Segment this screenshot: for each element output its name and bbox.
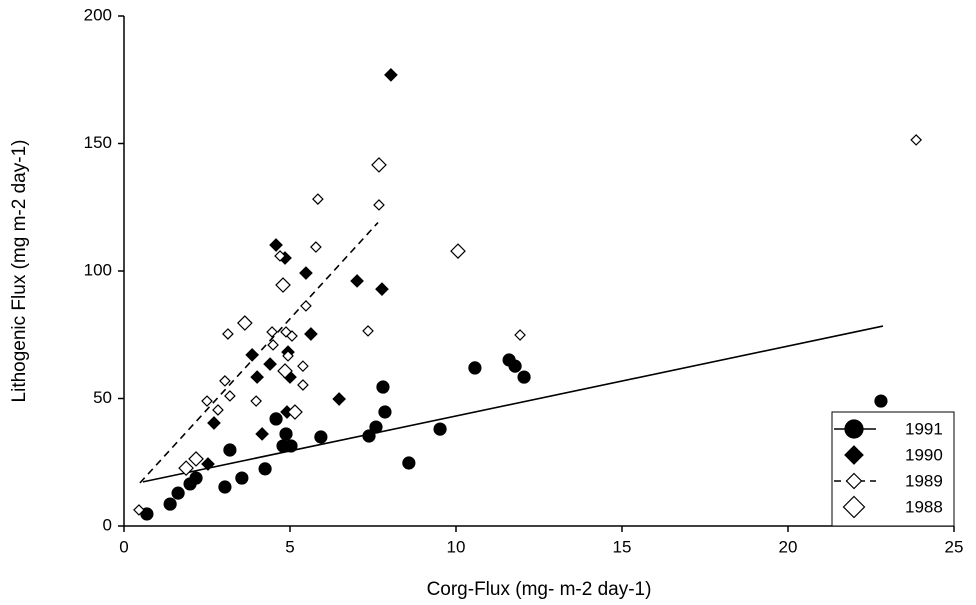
point bbox=[188, 451, 204, 467]
y-tick-label: 0 bbox=[103, 515, 112, 534]
point bbox=[304, 327, 318, 341]
x-axis-label: Corg-Flux (mg- m-2 day-1) bbox=[427, 579, 652, 600]
point bbox=[299, 266, 313, 280]
point bbox=[310, 241, 322, 253]
point bbox=[235, 471, 249, 485]
point bbox=[250, 395, 262, 407]
fit-line bbox=[139, 222, 379, 484]
point bbox=[284, 439, 298, 453]
point bbox=[332, 392, 346, 406]
point bbox=[223, 443, 237, 457]
legend-label: 1988 bbox=[905, 497, 943, 516]
point bbox=[222, 328, 234, 340]
x-tick-label: 5 bbox=[285, 537, 294, 556]
point bbox=[178, 460, 194, 476]
point bbox=[286, 330, 298, 342]
point bbox=[300, 300, 312, 312]
point bbox=[362, 325, 374, 337]
point bbox=[266, 326, 278, 338]
x-tick-label: 0 bbox=[119, 537, 128, 556]
point bbox=[350, 274, 364, 288]
point bbox=[369, 420, 383, 434]
point bbox=[218, 480, 232, 494]
point bbox=[282, 350, 294, 362]
point bbox=[224, 390, 236, 402]
point bbox=[287, 404, 303, 420]
point bbox=[297, 379, 309, 391]
point bbox=[275, 277, 291, 293]
point bbox=[274, 250, 286, 262]
point bbox=[375, 282, 389, 296]
point bbox=[378, 405, 392, 419]
point bbox=[267, 339, 279, 351]
point bbox=[263, 357, 277, 371]
point bbox=[212, 404, 224, 416]
point bbox=[508, 359, 522, 373]
point bbox=[402, 456, 416, 470]
point bbox=[171, 486, 185, 500]
point bbox=[250, 370, 264, 384]
legend-marker bbox=[845, 472, 863, 490]
point bbox=[219, 375, 231, 387]
point bbox=[517, 370, 531, 384]
x-tick-label: 10 bbox=[447, 537, 466, 556]
point bbox=[201, 395, 213, 407]
point bbox=[279, 427, 293, 441]
fit-line bbox=[142, 325, 884, 483]
point bbox=[373, 199, 385, 211]
point bbox=[514, 329, 526, 341]
point bbox=[258, 462, 272, 476]
legend-marker bbox=[844, 445, 864, 465]
point bbox=[163, 497, 177, 511]
point bbox=[910, 134, 923, 146]
point bbox=[874, 394, 888, 408]
point bbox=[314, 430, 328, 444]
point bbox=[433, 422, 447, 436]
legend: 1991 1990 1989 1988 bbox=[831, 411, 955, 527]
legend-label: 1991 bbox=[905, 419, 943, 438]
x-tick-label: 25 bbox=[945, 537, 964, 556]
point bbox=[269, 412, 283, 426]
x-tick-label: 15 bbox=[613, 537, 632, 556]
point bbox=[376, 380, 390, 394]
point bbox=[371, 157, 387, 173]
legend-label: 1990 bbox=[905, 445, 943, 464]
point bbox=[133, 504, 145, 516]
point bbox=[468, 361, 482, 375]
y-tick-label: 50 bbox=[93, 388, 112, 407]
legend-marker bbox=[842, 495, 866, 519]
point bbox=[277, 363, 293, 379]
legend-marker bbox=[844, 419, 864, 439]
x-tick-label: 20 bbox=[779, 537, 798, 556]
point bbox=[245, 348, 260, 362]
y-tick-label: 100 bbox=[84, 260, 112, 279]
point bbox=[297, 360, 309, 372]
point bbox=[189, 471, 203, 485]
y-axis-label: Lithogenic Flux (mg m-2 day-1) bbox=[9, 140, 30, 403]
point bbox=[312, 193, 324, 205]
y-tick-label: 200 bbox=[84, 5, 112, 24]
point bbox=[384, 68, 398, 82]
legend-label: 1989 bbox=[905, 471, 943, 490]
point bbox=[140, 507, 154, 521]
y-tick-label: 150 bbox=[84, 133, 112, 152]
point bbox=[236, 315, 253, 331]
point bbox=[362, 429, 376, 443]
point bbox=[269, 238, 283, 252]
point bbox=[450, 243, 466, 259]
point bbox=[255, 427, 269, 441]
point bbox=[201, 457, 215, 471]
point bbox=[207, 416, 221, 430]
